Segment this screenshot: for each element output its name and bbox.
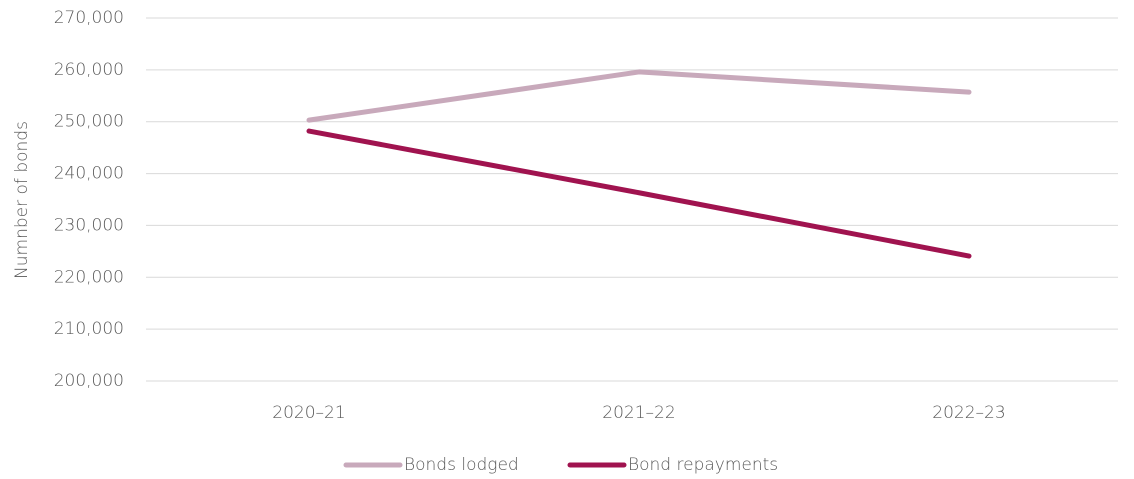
y-tick-label: 210,000 [54, 319, 124, 339]
y-tick-label: 220,000 [54, 267, 124, 287]
x-tick-label: 2021–22 [602, 403, 675, 423]
y-tick-label: 250,000 [54, 112, 124, 132]
y-tick-label: 200,000 [54, 371, 124, 391]
y-tick-label: 270,000 [54, 8, 124, 28]
y-tick-label: 260,000 [54, 60, 124, 80]
legend-label: Bond repayments [628, 455, 778, 475]
y-tick-label: 240,000 [54, 164, 124, 184]
line-series [306, 69, 972, 123]
y-axis-label: Numnber of bonds [12, 121, 32, 279]
legend-label: Bonds lodged [404, 455, 519, 475]
line-series [306, 128, 972, 259]
y-tick-label: 230,000 [54, 215, 124, 235]
x-tick-label: 2020–21 [272, 403, 345, 423]
x-tick-label: 2022–23 [932, 403, 1005, 423]
